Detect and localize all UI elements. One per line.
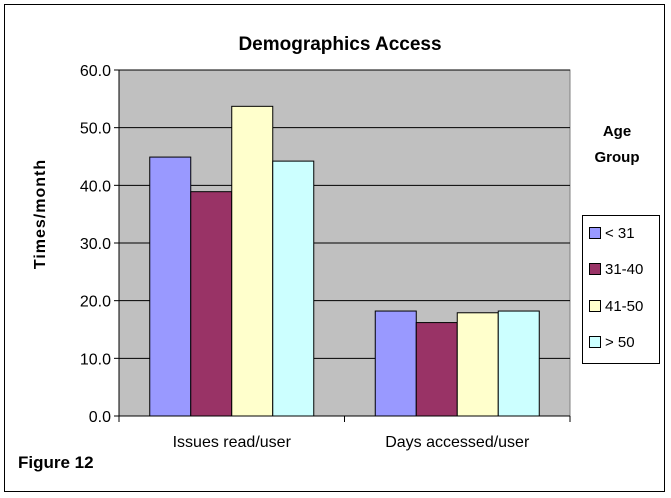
y-tick-label: 40.0 [80, 178, 111, 195]
legend-item-41-50: 41-50 [589, 296, 643, 316]
bar [149, 156, 192, 417]
legend-swatch [589, 336, 601, 348]
y-axis-label: Times/month [32, 159, 49, 269]
legend-label: 31-40 [605, 260, 644, 278]
legend-swatch [589, 263, 601, 275]
y-tick-label: 60.0 [80, 63, 111, 80]
legend-label: > 50 [605, 333, 635, 351]
legend-title-line-2: Group [594, 149, 640, 166]
y-tick-label: 20.0 [80, 294, 111, 311]
bar [374, 310, 417, 417]
legend-item-over-50: > 50 [589, 332, 635, 352]
bar [497, 310, 540, 417]
legend-item-under-31: < 31 [589, 223, 635, 243]
legend-title-line-1: Age [602, 123, 632, 140]
y-tick-label: 30.0 [80, 236, 111, 253]
x-tick-label: Days accessed/user [385, 434, 530, 451]
bar [415, 322, 458, 417]
legend-label: < 31 [605, 224, 635, 242]
bar [231, 105, 274, 417]
x-tick-label: Issues read/user [173, 434, 292, 451]
y-tick-label: 50.0 [80, 121, 111, 138]
y-tick-label: 0.0 [89, 409, 111, 426]
bar [456, 312, 499, 417]
legend-label: 41-50 [605, 297, 644, 315]
legend: < 31 31-40 41-50 > 50 [582, 215, 660, 364]
legend-item-31-40: 31-40 [589, 259, 643, 279]
legend-swatch [589, 300, 601, 312]
figure-label: Figure 12 [18, 453, 94, 472]
chart-title: Demographics Access [238, 34, 441, 55]
y-tick-label: 10.0 [80, 351, 111, 368]
legend-swatch [589, 227, 601, 239]
bar [272, 160, 315, 417]
bar [190, 191, 233, 417]
